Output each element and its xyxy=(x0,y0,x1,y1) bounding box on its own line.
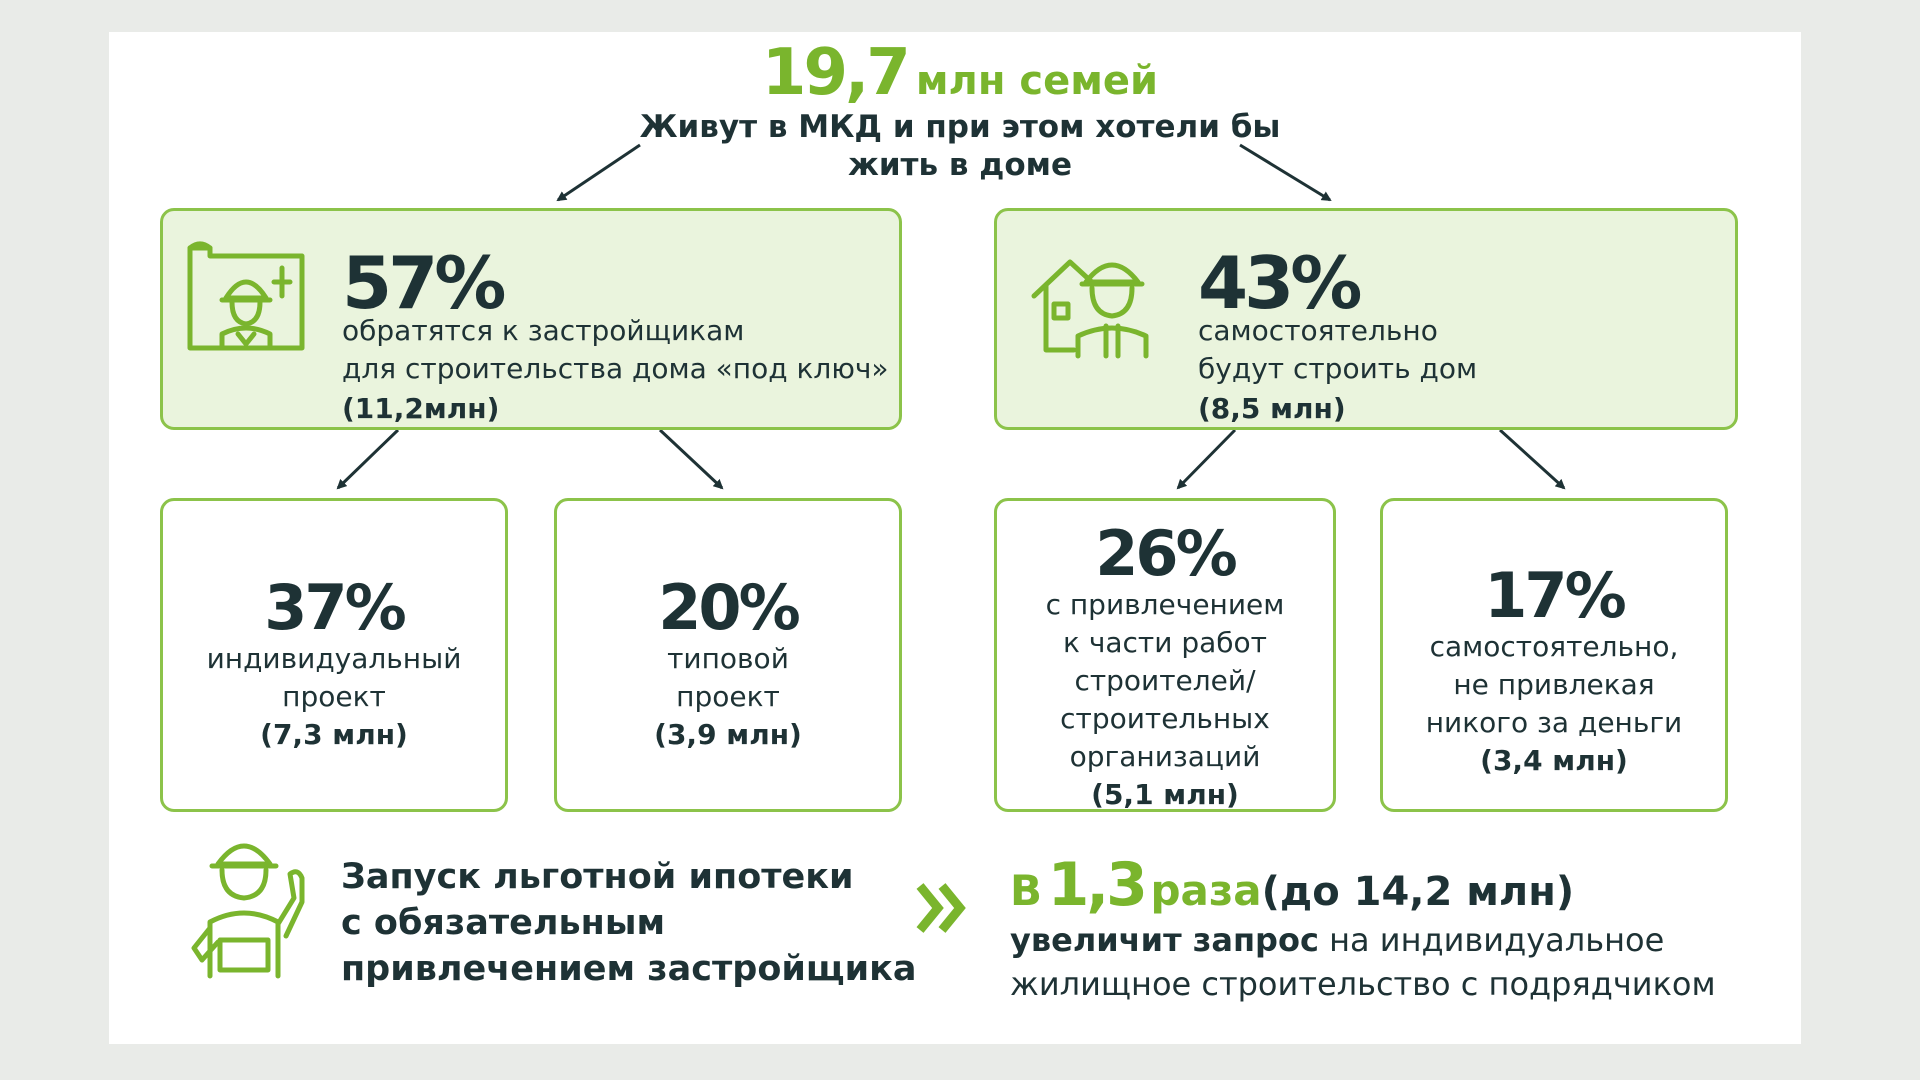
arrow-to-20 xyxy=(658,428,724,490)
individual-project-percent: 37% xyxy=(264,571,406,644)
arrow-to-right-group xyxy=(1239,143,1332,202)
fully-self-amount: (3,4 млн) xyxy=(1480,744,1628,777)
developers-percent: 57% xyxy=(342,241,506,325)
footer-right-line2-rest: на индивидуальное xyxy=(1329,921,1665,959)
footer-left-line: с обязательным xyxy=(341,903,666,943)
fully-self-box xyxy=(1380,498,1728,812)
headline-number: 19,7 xyxy=(761,36,911,110)
partial-contractors-line: с привлечением xyxy=(1045,588,1285,621)
arrow-to-26 xyxy=(1176,428,1237,490)
footer-left-text: Запуск льготной ипотеки с обязательным п… xyxy=(341,854,916,992)
headline: 19,7 млн семей xyxy=(0,36,1920,110)
arrow-to-left-group xyxy=(556,143,641,202)
typical-project-content: 20% типовой проект (3,9 млн) xyxy=(554,576,902,754)
individual-project-content: 37% индивидуальный проект (7,3 млн) xyxy=(160,576,508,754)
typical-project-amount: (3,9 млн) xyxy=(654,718,802,751)
typical-project-box xyxy=(554,498,902,812)
self-build-percent: 43% xyxy=(1198,241,1362,325)
house-builder-icon xyxy=(1031,259,1149,359)
footer-right-multiplier: 1,3 xyxy=(1047,850,1148,920)
self-build-amount: (8,5 млн) xyxy=(1198,392,1346,425)
arrow-to-37 xyxy=(336,428,400,490)
developers-text-line: для строительства дома «под ключ» xyxy=(342,352,889,385)
typical-project-line: типовой xyxy=(667,642,789,675)
headline-description: Живут в МКД и при этом хотели бы жить в … xyxy=(560,108,1360,184)
footer-right-headline: В 1,3 раза(до 14,2 млн) xyxy=(1010,850,1574,920)
partial-contractors-percent: 26% xyxy=(1095,517,1237,590)
self-build-text-line: будут строить дом xyxy=(1198,352,1478,385)
partial-contractors-line: строителей/ xyxy=(1074,664,1256,697)
footer-right-line2-strong: увеличит запрос xyxy=(1010,921,1319,959)
partial-contractors-line: строительных xyxy=(1060,702,1270,735)
footer-right-prefix: В xyxy=(1010,866,1043,915)
self-build-text-line: самостоятельно xyxy=(1198,314,1438,347)
fully-self-content: 17% самостоятельно, не привлекая никого … xyxy=(1380,564,1728,780)
partial-contractors-line: к части работ xyxy=(1063,626,1267,659)
typical-project-line: проект xyxy=(676,680,780,713)
headline-description-line: жить в доме xyxy=(847,147,1073,183)
partial-contractors-box xyxy=(994,498,1336,812)
footer-left-line: Запуск льготной ипотеки xyxy=(341,857,854,897)
footer-right-text: увеличит запрос на индивидуальное жилищн… xyxy=(1010,918,1716,1006)
footer-right-line3: жилищное строительство с подрядчиком xyxy=(1010,965,1716,1003)
developers-amount: (11,2млн) xyxy=(342,392,500,425)
individual-project-line: проект xyxy=(282,680,386,713)
typical-project-percent: 20% xyxy=(658,571,800,644)
fully-self-line: самостоятельно, xyxy=(1429,630,1679,663)
fully-self-line: не привлекая xyxy=(1453,668,1655,701)
footer-right-unit: раза xyxy=(1150,866,1262,915)
headline-unit: млн семей xyxy=(915,58,1159,104)
self-build-text: самостоятельно будут строить дом xyxy=(1198,312,1477,388)
individual-project-amount: (7,3 млн) xyxy=(260,718,408,751)
partial-contractors-content: 26% с привлечением к части работ строите… xyxy=(994,522,1336,814)
blueprint-builder-icon xyxy=(187,241,305,351)
headline-description-line: Живут в МКД и при этом хотели бы xyxy=(639,109,1281,145)
developers-text: обратятся к застройщикам для строительст… xyxy=(342,312,889,388)
fully-self-line: никого за деньги xyxy=(1425,706,1683,739)
footer-left-line: привлечением застройщика xyxy=(341,949,917,989)
partial-contractors-line: организаций xyxy=(1069,740,1261,773)
individual-project-box xyxy=(160,498,508,812)
partial-contractors-amount: (5,1 млн) xyxy=(1091,778,1239,811)
individual-project-line: индивидуальный xyxy=(206,642,462,675)
arrow-to-17 xyxy=(1498,428,1566,490)
footer-right-detail: (до 14,2 млн) xyxy=(1261,869,1575,915)
builder-thumbs-up-icon xyxy=(191,843,305,979)
developers-text-line: обратятся к застройщикам xyxy=(342,314,745,347)
developers-box xyxy=(160,208,902,430)
infographic-panel xyxy=(109,32,1801,1044)
self-build-box xyxy=(994,208,1738,430)
fully-self-percent: 17% xyxy=(1484,559,1626,632)
double-chevron-right-icon xyxy=(916,883,966,933)
